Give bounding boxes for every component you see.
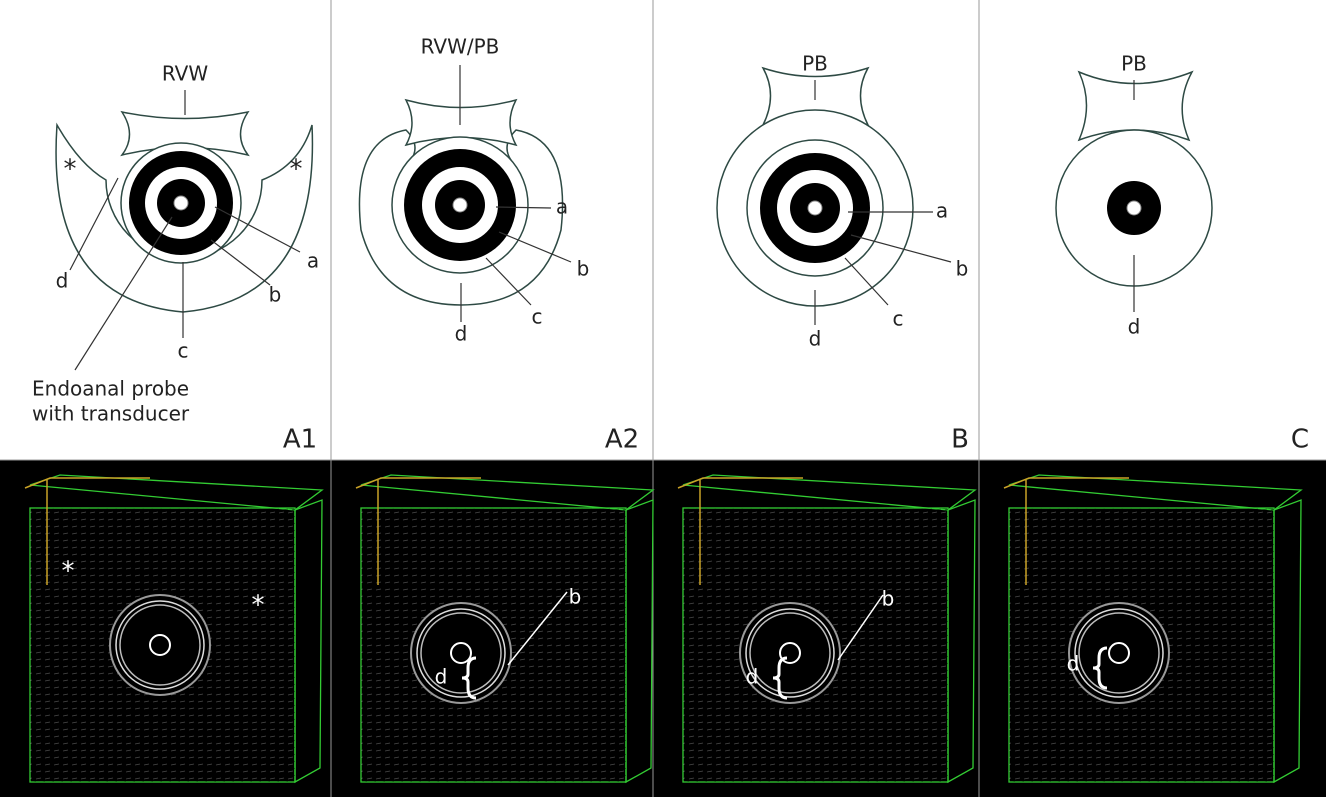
label: b bbox=[956, 257, 969, 281]
label: a bbox=[936, 199, 948, 223]
image-label: d bbox=[435, 665, 448, 689]
diagram-shape bbox=[453, 198, 467, 212]
diagram-shape: ** bbox=[25, 475, 322, 782]
label: C bbox=[1291, 425, 1309, 455]
label: a bbox=[556, 195, 568, 219]
diagram-shape bbox=[174, 196, 188, 210]
label: PB bbox=[802, 52, 828, 76]
label: A1 bbox=[283, 425, 317, 455]
diagram-shape: d bbox=[1004, 475, 1301, 782]
label: d bbox=[809, 327, 822, 351]
label: PB bbox=[1121, 52, 1147, 76]
label: with transducer bbox=[32, 402, 190, 426]
image-label: d bbox=[746, 665, 759, 689]
label: c bbox=[532, 305, 543, 329]
image-label: b bbox=[569, 585, 582, 609]
label: b bbox=[577, 257, 590, 281]
label: B bbox=[951, 425, 969, 455]
label: RVW bbox=[162, 62, 208, 86]
diagram-shape: db bbox=[678, 475, 975, 782]
label: b bbox=[269, 283, 282, 307]
label: d bbox=[455, 322, 468, 346]
label: c bbox=[178, 339, 189, 363]
probe-ring bbox=[120, 605, 200, 685]
diagram-shape bbox=[808, 201, 822, 215]
label: c bbox=[893, 307, 904, 331]
label: d bbox=[56, 269, 69, 293]
image-label: * bbox=[252, 591, 265, 621]
label: Endoanal probe bbox=[32, 377, 189, 401]
diagram-shape: db bbox=[356, 475, 653, 782]
image-label: b bbox=[882, 587, 895, 611]
label: RVW/PB bbox=[421, 35, 500, 59]
figure: RVW a b c d * * Endoanal probe with tran… bbox=[0, 0, 1326, 797]
label: A2 bbox=[605, 425, 639, 455]
image-label: d bbox=[1067, 652, 1080, 676]
label: d bbox=[1128, 315, 1141, 339]
label: * bbox=[290, 155, 303, 185]
label: a bbox=[307, 249, 319, 273]
probe-ring bbox=[421, 613, 501, 693]
probe-ring bbox=[750, 613, 830, 693]
probe-ring bbox=[1079, 613, 1159, 693]
image-label: * bbox=[62, 557, 75, 587]
diagram-shape bbox=[1127, 201, 1141, 215]
label: * bbox=[64, 155, 77, 185]
